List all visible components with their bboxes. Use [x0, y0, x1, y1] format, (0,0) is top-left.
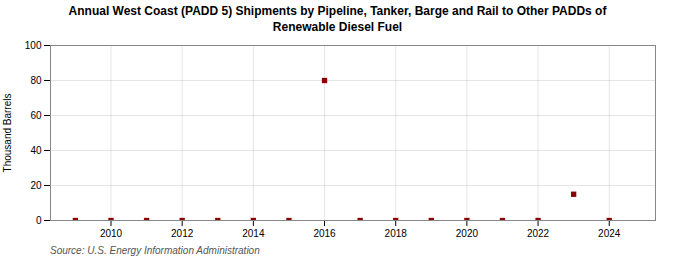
svg-text:2014: 2014 — [242, 228, 265, 239]
svg-text:Thousand Barrels: Thousand Barrels — [2, 94, 13, 173]
svg-text:2018: 2018 — [385, 228, 408, 239]
svg-text:2012: 2012 — [171, 228, 194, 239]
svg-text:60: 60 — [30, 110, 42, 121]
svg-text:0: 0 — [36, 215, 42, 226]
svg-text:40: 40 — [30, 145, 42, 156]
svg-text:20: 20 — [30, 180, 42, 191]
svg-text:2024: 2024 — [598, 228, 621, 239]
svg-text:80: 80 — [30, 75, 42, 86]
svg-text:2016: 2016 — [313, 228, 336, 239]
svg-text:2022: 2022 — [527, 228, 550, 239]
html-text:Source: U.S. Energy Informatio: Source: U.S. Energy Information Administ… — [50, 245, 260, 257]
html-text:Annual West Coast (PADD 5) Shi: Annual West Coast (PADD 5) Shipments by … — [68, 4, 607, 34]
svg-text:2020: 2020 — [456, 228, 479, 239]
svg-text:2010: 2010 — [100, 228, 123, 239]
svg-text:100: 100 — [25, 40, 42, 51]
